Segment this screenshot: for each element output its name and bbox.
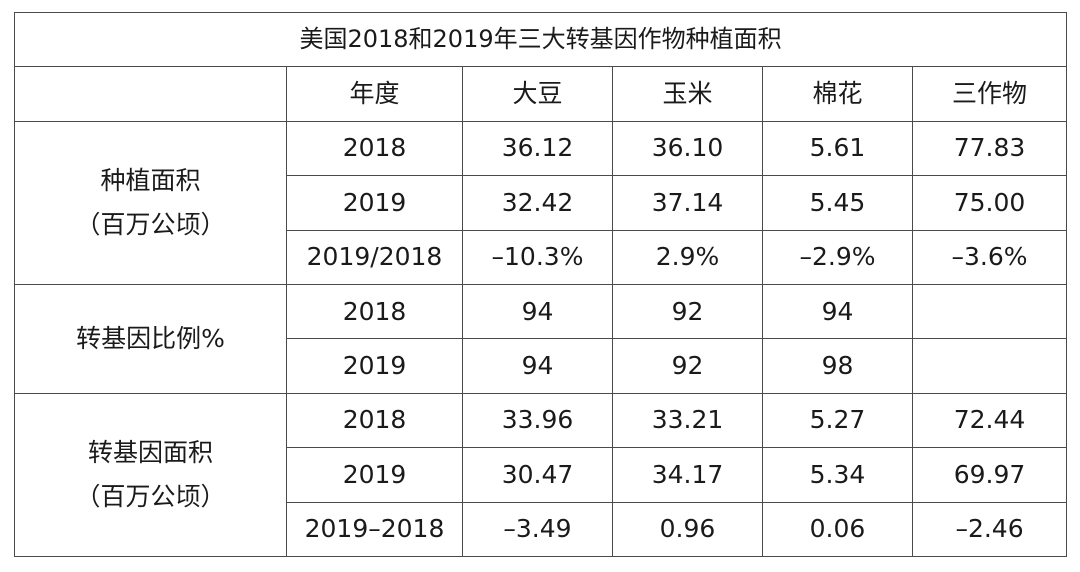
soybean-cell: 94 [462,338,613,394]
gm-crop-area-table: 美国2018和2019年三大转基因作物种植面积 年度 大豆 玉米 棉花 三作物 … [13,11,1068,558]
cotton-cell: 94 [762,283,913,340]
three-crops-cell: 75.00 [911,175,1068,231]
header-row: 年度 大豆 玉米 棉花 三作物 [14,66,1068,122]
cotton-cell: 5.34 [762,447,913,503]
cotton-cell: 0.06 [762,501,913,558]
three-crops-cell [911,338,1068,394]
three-crops-cell: –3.6% [911,229,1068,285]
cotton-cell: 5.45 [762,175,913,231]
corn-cell: 37.14 [612,175,763,231]
year-cell: 2019 [286,447,463,503]
cotton-cell: 5.61 [762,120,913,177]
corn-cell: 2.9% [612,229,763,285]
year-cell: 2019 [286,338,463,394]
group-label-planting-area: 种植面积 （百万公顷） [14,120,287,285]
table-row: 2019–2018 –3.49 0.96 0.06 –2.46 [15,501,1068,558]
soybean-cell: 33.96 [462,392,613,449]
soybean-cell: –3.49 [462,501,613,558]
cotton-cell: 5.27 [762,392,913,449]
three-crops-cell: –2.46 [911,501,1068,558]
header-corn: 玉米 [612,66,763,122]
header-soybean: 大豆 [462,66,613,122]
header-year: 年度 [286,66,463,122]
corn-cell: 92 [612,338,763,394]
soybean-cell: 30.47 [462,447,613,503]
year-cell: 2018 [286,392,463,449]
table-row: 2019 94 92 98 [15,338,1068,394]
three-crops-cell: 77.83 [911,120,1068,177]
corn-cell: 0.96 [612,501,763,558]
soybean-cell: 32.42 [462,175,613,231]
year-cell: 2019/2018 [286,229,463,285]
table-title: 美国2018和2019年三大转基因作物种植面积 [13,11,1068,68]
table-row: 转基因面积 （百万公顷） 2018 33.96 33.21 5.27 72.44 [14,392,1068,558]
header-blank-cell [14,66,287,122]
three-crops-cell: 72.44 [911,392,1068,449]
three-crops-cell [911,283,1068,340]
year-cell: 2019–2018 [286,501,463,558]
group-label-gm-ratio: 转基因比例% [14,283,287,394]
three-crops-cell: 69.97 [911,447,1068,503]
corn-cell: 34.17 [612,447,763,503]
year-cell: 2019 [286,175,463,231]
soybean-cell: –10.3% [462,229,613,285]
soybean-cell: 94 [462,283,613,340]
table-row: 种植面积 （百万公顷） 2018 36.12 36.10 5.61 77.83 [14,120,1068,285]
group-label-gm-area: 转基因面积 （百万公顷） [14,392,287,558]
year-cell: 2018 [286,120,463,177]
corn-cell: 36.10 [612,120,763,177]
corn-cell: 33.21 [612,392,763,449]
cotton-cell: –2.9% [762,229,913,285]
header-three-crops: 三作物 [911,66,1068,122]
corn-cell: 92 [612,283,763,340]
table-row: 转基因比例% 2018 94 92 94 [14,283,1068,394]
year-cell: 2018 [286,283,463,340]
soybean-cell: 36.12 [462,120,613,177]
table-row: 2019 30.47 34.17 5.34 69.97 [15,447,1068,503]
cotton-cell: 98 [762,338,913,394]
table-row: 2019/2018 –10.3% 2.9% –2.9% –3.6% [15,229,1068,285]
header-cotton: 棉花 [762,66,913,122]
